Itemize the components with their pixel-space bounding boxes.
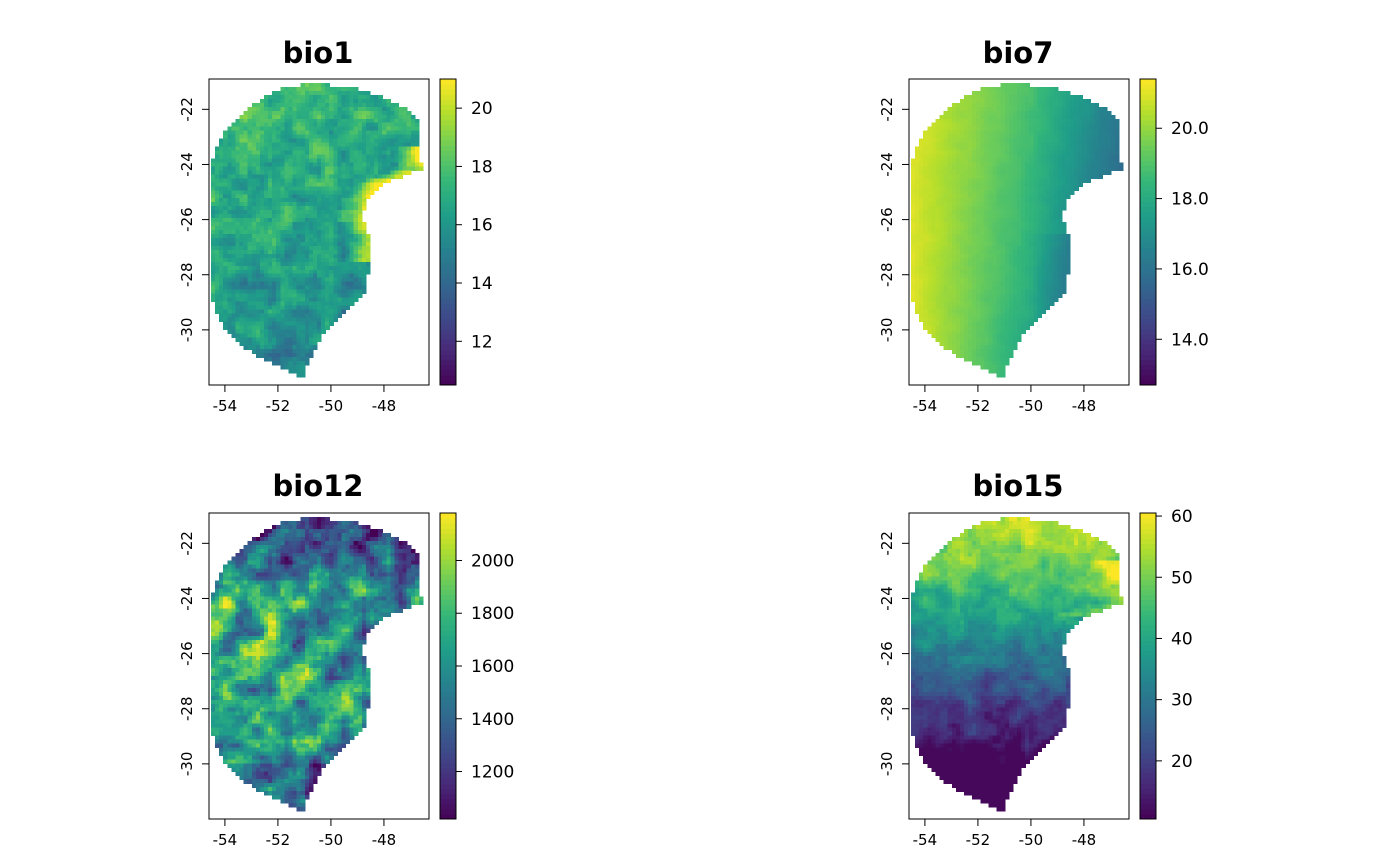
y-tick-label: -26	[178, 207, 196, 232]
y-tick-label: -30	[178, 318, 196, 343]
colorbar-tick-label: 50	[1171, 568, 1193, 588]
colorbar-tick-label: 40	[1171, 629, 1193, 649]
map-panel-bio7: bio7-54 -52 -50 -48-22-24-26-28-30 14.016.01…	[878, 36, 1209, 415]
colorbar-bio12: 1200 1400 1600 1800 2000	[439, 512, 514, 820]
x-tick-label: -52	[266, 831, 291, 849]
x-tick-label: -54	[213, 831, 238, 849]
colorbar-tick-label: 1600	[471, 657, 514, 677]
x-tick-label: -50	[319, 397, 344, 415]
x-tick-label: -48	[372, 831, 397, 849]
x-tick-label: -54	[913, 397, 938, 415]
colorbar-tick-label: 18	[471, 157, 493, 177]
x-tick-label: -52	[266, 397, 291, 415]
plot-frame	[908, 512, 1130, 820]
raster-bio12	[211, 517, 424, 812]
y-tick-label: -24	[178, 152, 196, 177]
y-tick-label: -30	[878, 752, 896, 777]
y-tick-label: -22	[178, 97, 196, 122]
colorbar-bio1: 12 14 16 18 20	[439, 78, 493, 386]
x-tick-label: -52	[966, 397, 991, 415]
colorbar-tick-label: 30	[1171, 691, 1193, 711]
map-panel-bio15: bio15 -54 -52 -50 -48 -22 -24 -26 -28 -30 20 30 40 50…	[878, 469, 1193, 849]
colorbar-tick-label: 16	[471, 216, 493, 236]
colorbar-tick-label: 14	[471, 274, 493, 294]
colorbar-tick-label: 12	[471, 332, 493, 352]
plot-frame	[208, 78, 430, 386]
plot-frame	[908, 78, 1130, 386]
colorbar-tick-label: 2000	[471, 551, 514, 571]
x-tick-label: -48	[372, 397, 397, 415]
plot-frame	[208, 512, 430, 820]
y-tick-label: -24	[178, 586, 196, 611]
panel-title-bio15: bio15	[973, 469, 1064, 503]
raster-bio7	[911, 83, 1124, 378]
colorbar-bio7: 14.0 16.0 18.0 20.0	[1139, 78, 1209, 386]
y-tick-label: -28	[878, 262, 896, 287]
x-tick-label: -50	[1019, 831, 1044, 849]
y-tick-label: -28	[178, 696, 196, 721]
colorbar-tick-label: 1800	[471, 604, 514, 624]
colorbar-tick-label: 18.0	[1171, 190, 1209, 210]
y-tick-label: -26	[178, 641, 196, 666]
x-tick-label: -48	[1072, 397, 1097, 415]
y-tick-label: -30	[178, 752, 196, 777]
x-tick-label: -50	[1019, 397, 1044, 415]
colorbar-tick-label: 16.0	[1171, 260, 1209, 280]
colorbar-tick-label: 20	[471, 99, 493, 119]
colorbar-tick-label: 1200	[471, 763, 514, 783]
x-tick-label: -54	[213, 397, 238, 415]
panel-title-bio12: bio12	[273, 469, 364, 503]
y-tick-label: -28	[178, 262, 196, 287]
colorbar-bio15: 20 30 40 50 60	[1139, 507, 1193, 820]
colorbar-tick-label: 60	[1171, 507, 1193, 527]
colorbar-tick-label: 20.0	[1171, 119, 1209, 139]
y-tick-label: -24	[878, 152, 896, 177]
y-tick-label: -22	[178, 531, 196, 556]
y-tick-label: -22	[878, 531, 896, 556]
raster-bio15	[911, 517, 1124, 812]
colorbar-tick-label: 20	[1171, 752, 1193, 772]
raster-bio1	[211, 83, 424, 378]
panel-title-bio1: bio1	[283, 36, 354, 70]
map-panel-bio12: bio12 -54 -52 -50 -48 -22 -24 -26 -28 -30 1200 1400…	[178, 469, 514, 849]
colorbar-tick-label: 1400	[471, 710, 514, 730]
x-tick-label: -52	[966, 831, 991, 849]
y-tick-label: -28	[878, 696, 896, 721]
y-tick-label: -24	[878, 586, 896, 611]
x-tick-label: -50	[319, 831, 344, 849]
x-tick-label: -54	[913, 831, 938, 849]
colorbar-tick-label: 14.0	[1171, 330, 1209, 350]
y-tick-label: -26	[878, 207, 896, 232]
y-tick-label: -22	[878, 97, 896, 122]
x-tick-label: -48	[1072, 831, 1097, 849]
map-panel-bio1: bio1 -54 -52 -50 -48 -22 -24 -26 -28 -30 12 14 16 18 2…	[178, 36, 493, 415]
y-tick-label: -26	[878, 641, 896, 666]
panel-title-bio7: bio7	[983, 36, 1054, 70]
y-tick-label: -30	[878, 318, 896, 343]
